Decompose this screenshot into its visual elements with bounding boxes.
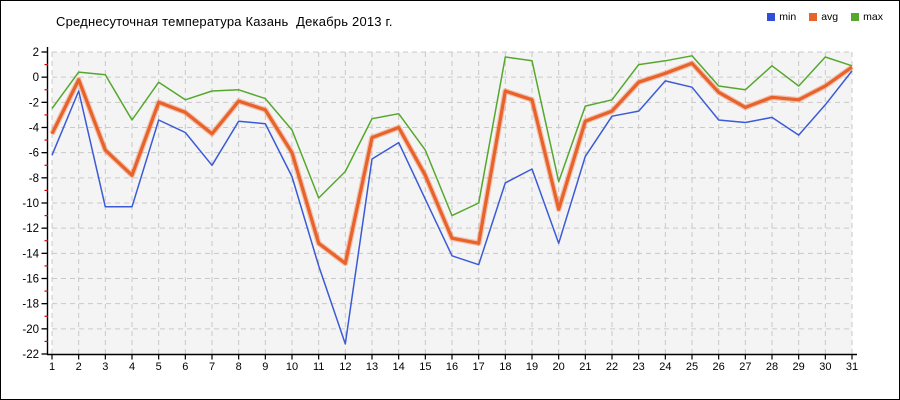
legend-label-max: max [863, 11, 883, 23]
series-min-line [51, 70, 853, 345]
x-tick-label: 21 [579, 361, 591, 373]
y-tick-label: -18 [22, 299, 39, 311]
x-tick-label: 5 [156, 361, 162, 373]
y-tick-label: -4 [29, 123, 40, 135]
x-tick-label: 6 [182, 361, 188, 373]
legend-item-min: min [767, 11, 796, 23]
legend-swatch-avg [809, 13, 818, 21]
y-tick-label: -12 [22, 223, 39, 235]
x-tick-label: 17 [473, 361, 485, 373]
y-tick-label: -16 [22, 274, 39, 286]
series-max-line [51, 55, 853, 217]
x-tick-label: 18 [499, 361, 511, 373]
legend-label-avg: avg [821, 11, 839, 23]
x-tick-label: 2 [76, 361, 82, 373]
x-tick-label: 25 [686, 361, 698, 373]
legend-item-max: max [851, 11, 883, 23]
x-tick-label: 23 [633, 361, 645, 373]
x-tick-label: 4 [129, 361, 135, 373]
x-tick-label: 19 [526, 361, 538, 373]
x-tick-label: 15 [419, 361, 431, 373]
legend-swatch-min [767, 13, 776, 21]
x-tick-label: 1 [49, 361, 55, 373]
y-tick-label: 2 [33, 47, 39, 59]
x-tick-label: 20 [553, 361, 565, 373]
y-tick-label: 0 [33, 72, 39, 84]
legend-label-min: min [779, 11, 797, 23]
x-tick-label: 31 [846, 361, 858, 373]
legend: min avg max [767, 11, 883, 23]
y-tick-label: -8 [29, 173, 39, 185]
x-tick-label: 27 [739, 361, 751, 373]
x-tick-label: 16 [446, 361, 458, 373]
x-tick-label: 9 [262, 361, 268, 373]
y-tick-label: -20 [22, 324, 39, 336]
x-tick-label: 8 [236, 361, 242, 373]
series-avg-line [50, 61, 853, 265]
x-tick-label: 30 [819, 361, 831, 373]
x-tick-label: 13 [366, 361, 378, 373]
x-tick-label: 28 [766, 361, 778, 373]
x-tick-label: 10 [286, 361, 298, 373]
y-tick-label: -2 [29, 97, 39, 109]
x-tick-label: 11 [313, 361, 324, 373]
legend-swatch-max [851, 13, 860, 21]
x-tick-label: 7 [209, 361, 215, 373]
x-tick-label: 14 [393, 361, 405, 373]
x-tick-label: 24 [659, 361, 671, 373]
x-tick-label: 3 [102, 361, 108, 373]
chart-title: Среднесуточная температура Казань Декабр… [56, 14, 393, 29]
y-tick-label: -22 [22, 349, 39, 361]
y-tick-label: -14 [22, 248, 39, 260]
x-tick-label: 29 [793, 361, 805, 373]
x-tick-label: 26 [713, 361, 725, 373]
legend-item-avg: avg [809, 11, 838, 23]
y-tick-label: -10 [22, 198, 39, 210]
y-tick-label: -6 [29, 148, 39, 160]
x-tick-label: 22 [606, 361, 618, 373]
x-tick-label: 12 [339, 361, 351, 373]
